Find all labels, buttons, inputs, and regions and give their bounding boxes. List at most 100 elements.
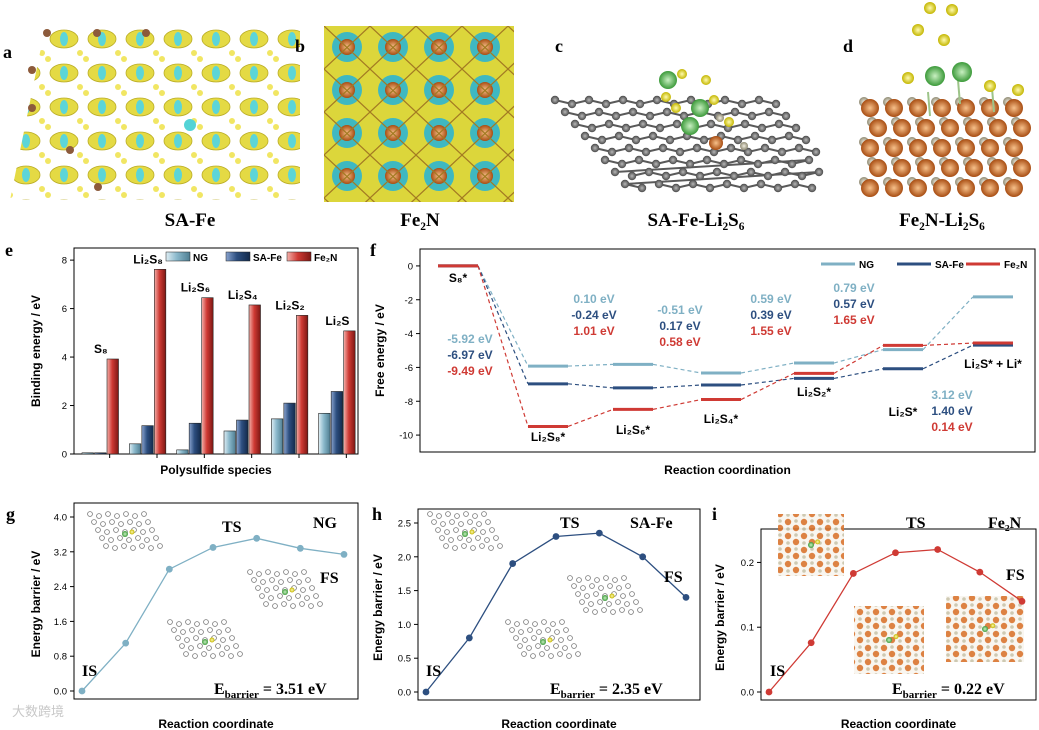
x-axis-title: Polysulfide species	[160, 463, 272, 477]
carbon-atom	[577, 111, 587, 121]
structure-atom	[130, 545, 136, 551]
structure-atom	[598, 585, 604, 591]
carbon-atom	[750, 131, 760, 141]
y-tick-label: 4	[62, 353, 67, 364]
structure-atom	[580, 585, 586, 591]
y-tick-label: 0.0	[54, 687, 67, 698]
structure-atom	[114, 513, 120, 519]
structure-atom	[624, 601, 630, 607]
carbon-atom	[801, 135, 811, 145]
structure-atom	[452, 545, 458, 551]
structure-atom	[140, 529, 146, 535]
carbon-atom	[594, 107, 604, 117]
sa-fe-structure-image	[10, 28, 300, 200]
structure-atom	[148, 545, 154, 551]
legend-swatch	[165, 251, 191, 262]
structure-atom	[153, 535, 159, 541]
carbon-atom	[760, 143, 770, 153]
iron-atom	[709, 136, 723, 150]
carbon-atom	[686, 95, 696, 105]
structure-atom	[443, 543, 449, 549]
carbon-atom	[746, 167, 756, 177]
carbon-atom	[645, 111, 655, 121]
category-label: Li₂S₆	[181, 281, 210, 295]
structure-atom	[203, 619, 209, 625]
carbon-atom	[620, 179, 630, 189]
carbon-atom	[719, 159, 729, 169]
iron-atom	[885, 139, 903, 157]
structure-atom	[610, 609, 616, 615]
carbon-atom	[733, 135, 743, 145]
iron-atom	[989, 119, 1007, 137]
y-tick-label: 6	[62, 304, 67, 315]
data-point	[552, 533, 560, 540]
x-axis-title: Reaction coordination	[664, 463, 791, 477]
step-energy-Fe₂N: 0.14 eV	[931, 420, 972, 434]
step-energy-NG: 0.59 eV	[750, 292, 791, 306]
carbon-atom	[652, 95, 662, 105]
sa-fe-barrier-chart: 0.0 0.5 1.0 1.5 2.0 2.5 Energy barrier / eV Rea…	[371, 508, 701, 730]
carbon-atom	[655, 123, 665, 133]
structure-atom	[531, 635, 537, 641]
carbon-atom	[797, 171, 807, 181]
iron-atom	[869, 159, 887, 177]
sulfur-atom	[671, 103, 681, 113]
plot-frame	[417, 508, 701, 701]
structure-atom	[589, 583, 595, 589]
label-ts: TS	[222, 519, 242, 536]
structure-atom	[466, 537, 472, 543]
carbon-atom	[753, 159, 763, 169]
bar-fe₂n	[343, 330, 356, 455]
carbon-atom	[662, 107, 672, 117]
structure-atom	[567, 575, 573, 581]
structure-atom	[123, 511, 129, 517]
y-tick-label: 1.0	[398, 620, 411, 631]
structure-atom	[545, 627, 551, 633]
structure-atom	[144, 537, 150, 543]
connector-NG	[833, 349, 884, 364]
structure-atom	[603, 575, 609, 581]
iron-atom	[933, 139, 951, 157]
panel-letter-i: i	[712, 504, 717, 524]
structure-atom	[206, 645, 212, 651]
carbon-atom	[794, 143, 804, 153]
panel-letter-a: a	[3, 42, 12, 62]
fe2n-structure-image	[324, 26, 514, 202]
y-tick-label: -6	[405, 363, 413, 374]
structure-atom	[136, 521, 142, 527]
step-energy-NG: 0.79 eV	[833, 281, 874, 295]
ng-barrier-chart: 0.0 0.8 1.6 2.4 3.2 4.0 Energy barrier / eV Rea…	[29, 502, 359, 730]
species-label: Li₂S*	[889, 405, 918, 419]
structure-atom	[296, 579, 302, 585]
carbon-atom	[787, 159, 797, 169]
species-label: Li₂S₂*	[797, 385, 831, 399]
carbon-atom	[764, 107, 774, 117]
structure-atom	[301, 569, 307, 575]
species-label: Li₂S₈*	[531, 430, 566, 444]
carbon-atom	[638, 119, 648, 129]
structure-atom	[127, 519, 133, 525]
structure-atom	[439, 535, 445, 541]
structure-atom	[212, 621, 218, 627]
y-axis-title: Energy barrier / eV	[29, 551, 43, 658]
y-axis-title: Energy barrier / eV	[713, 564, 727, 671]
structure-atom	[308, 603, 314, 609]
carbon-atom	[661, 171, 671, 181]
label-energy-barrier: Ebarrier = 3.51 eV	[214, 681, 327, 701]
data-point	[465, 634, 473, 642]
carbon-atom	[814, 167, 824, 177]
structure-atom	[601, 607, 607, 613]
sulfur-atom	[902, 72, 914, 84]
carbon-atom	[570, 119, 580, 129]
structure-atom	[628, 609, 634, 615]
species-label: Li₂S₆*	[616, 423, 650, 437]
structure-atom	[277, 593, 283, 599]
iron-atom	[989, 159, 1007, 177]
step-energy-NG: 0.10 eV	[573, 292, 614, 306]
iron-atom	[1005, 139, 1023, 157]
carbon-atom	[781, 111, 791, 121]
fe2n-barrier-chart: 0.0 0.1 0.2 Energy barrier / eV Reaction coo…	[713, 514, 1037, 730]
iron-atom	[909, 179, 927, 197]
structure-atom	[436, 513, 442, 519]
sulfur-atom	[938, 34, 950, 46]
